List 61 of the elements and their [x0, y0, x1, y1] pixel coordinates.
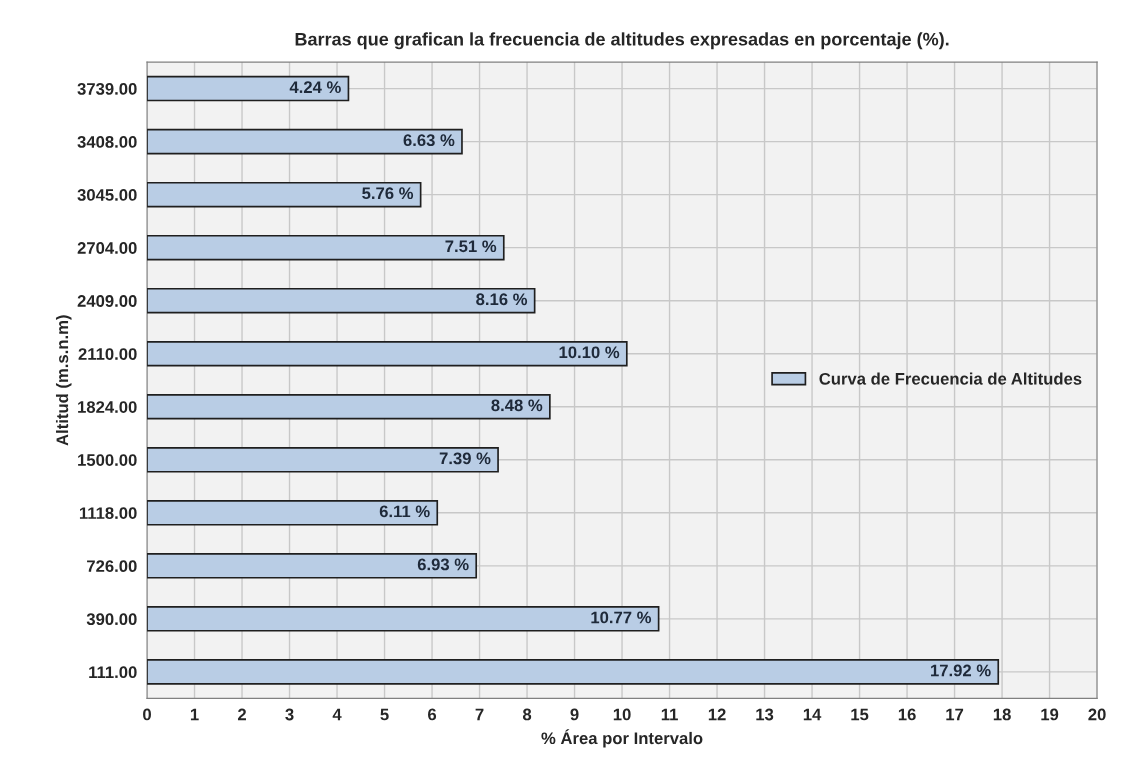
- x-tick-label: 18: [993, 708, 1011, 721]
- x-tick-label: 2: [237, 708, 246, 721]
- bar: [147, 659, 1000, 685]
- x-tick-label: 8: [522, 708, 532, 721]
- data-label: 5.76 %: [362, 187, 414, 200]
- bar: [147, 500, 439, 526]
- x-tick-label: 14: [803, 708, 822, 721]
- data-label: 8.48 %: [491, 399, 543, 412]
- x-axis-title: % Área por Intervalo: [541, 729, 703, 748]
- y-tick-label: 1824.00: [78, 401, 137, 413]
- bar: [147, 234, 505, 261]
- bar: [147, 340, 628, 367]
- data-label: 10.77 %: [591, 611, 652, 624]
- x-tick-label: 7: [475, 708, 484, 721]
- bar: [147, 75, 350, 102]
- y-tick-label: 726.00: [87, 560, 137, 573]
- x-tick-label: 9: [570, 708, 579, 721]
- y-tick-label: 3045.00: [77, 189, 137, 201]
- data-label: 7.39 %: [439, 452, 491, 465]
- x-tick-label: 10: [613, 708, 631, 721]
- bar: [147, 553, 478, 579]
- bar: [147, 606, 660, 632]
- x-tick-label: 17: [946, 708, 964, 721]
- bar: [147, 181, 422, 208]
- y-tick-label: 390.00: [86, 613, 137, 626]
- y-tick-label: 3408.00: [77, 136, 137, 148]
- x-tick-label: 20: [1088, 708, 1106, 721]
- x-tick-label: 11: [661, 708, 678, 721]
- bar: [147, 447, 499, 473]
- y-tick-label: 3739.00: [77, 82, 137, 95]
- data-label: 6.93 %: [417, 558, 469, 571]
- x-tick-label: 4: [332, 708, 342, 721]
- data-label: 10.10 %: [559, 346, 620, 359]
- x-tick-label: 6: [428, 708, 437, 721]
- y-tick-label: 1118.00: [79, 507, 137, 520]
- y-tick-label: 1500.00: [78, 454, 137, 466]
- y-tick-label: 2110.00: [78, 348, 137, 360]
- chart-title: Barras que grafican la frecuencia de altitudes expresadas en porcentaje (%).: [295, 32, 949, 50]
- y-tick-label: 2409.00: [77, 295, 137, 307]
- x-tick-label: 15: [851, 708, 869, 721]
- y-tick-label: 111.00: [89, 666, 137, 679]
- x-tick-label: 3: [285, 708, 294, 721]
- x-tick-label: 12: [708, 708, 726, 721]
- x-tick-label: 0: [143, 708, 151, 721]
- y-tick-label: 2704.00: [77, 242, 137, 254]
- x-tick-label: 13: [756, 708, 774, 721]
- bar: [147, 287, 536, 314]
- bar: [147, 128, 463, 155]
- x-tick-label: 5: [380, 708, 389, 721]
- y-axis-title: Altitud (m.s.n.m): [55, 315, 72, 446]
- x-tick-label: 19: [1041, 708, 1059, 721]
- data-label: 6.63 %: [403, 134, 455, 147]
- data-label: 4.24 %: [289, 81, 341, 94]
- data-label: 7.51 %: [445, 240, 497, 253]
- legend-label: Curva de Frecuencia de Altitudes: [819, 372, 1082, 385]
- bar: [147, 393, 551, 420]
- x-tick-label: 16: [898, 708, 916, 721]
- data-label: 17.92 %: [931, 664, 991, 677]
- x-tick-label: 1: [190, 708, 199, 721]
- data-label: 8.16 %: [476, 293, 528, 306]
- data-label: 6.11 %: [379, 505, 430, 518]
